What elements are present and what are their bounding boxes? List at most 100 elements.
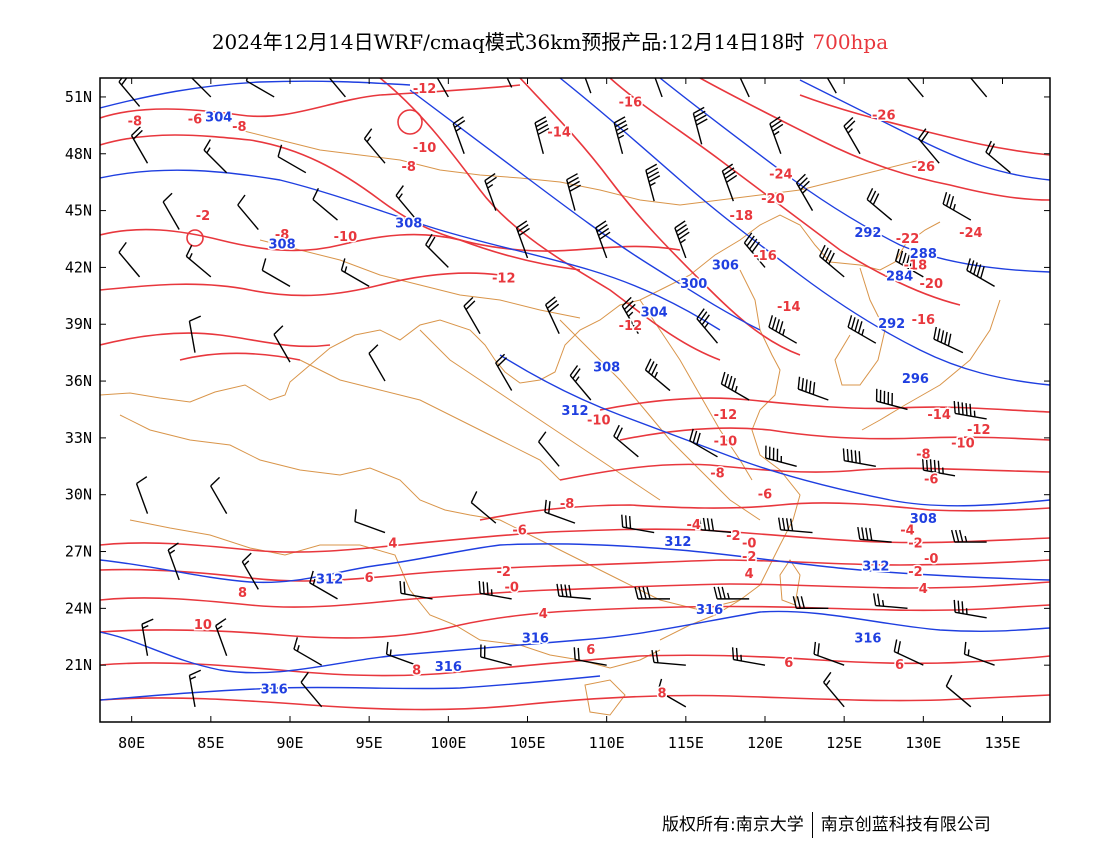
height-isolines	[100, 78, 1050, 701]
wind-barb	[545, 296, 560, 335]
province-line-4	[499, 519, 741, 611]
lat-label: 51N	[65, 88, 92, 106]
wind-barb	[918, 128, 940, 164]
temperature-label: 10	[194, 618, 212, 633]
japan-coast	[861, 299, 1001, 431]
lon-label: 120E	[747, 734, 783, 752]
province-line-1	[299, 359, 561, 481]
height-labels: 304 304 308 308 306 300 304 292 288 284 292 296 308 3…	[204, 78, 939, 699]
temperature-label: -2	[908, 565, 922, 580]
temperature-label: 6	[586, 643, 595, 658]
temperature-label: -8	[275, 228, 289, 243]
wind-barb	[241, 552, 259, 590]
temperature-label: -22	[896, 232, 920, 247]
taiwan-coast	[779, 559, 801, 606]
wind-barb	[613, 424, 639, 458]
height-label: 306	[712, 258, 739, 273]
wind-barb	[395, 185, 418, 221]
wind-barb	[698, 517, 734, 534]
wind-barb	[245, 78, 275, 98]
temperature-label: -2	[196, 209, 210, 224]
footer-separator	[811, 812, 813, 838]
temperature-label: -12	[619, 319, 643, 334]
wind-barb	[689, 428, 718, 458]
wind-barb	[573, 647, 607, 666]
wind-barb	[872, 593, 908, 610]
wind-barb	[966, 258, 995, 287]
wind-barb	[399, 580, 433, 600]
wind-barb	[696, 308, 719, 344]
temperature-label: 6	[784, 656, 793, 671]
mongolia-border	[239, 129, 921, 206]
temperature-label: -2	[497, 565, 511, 580]
wind-barb	[167, 542, 180, 581]
height-label: 316	[261, 683, 288, 698]
temperature-label: -10	[714, 434, 738, 449]
wind-barb	[857, 526, 892, 543]
lon-label: 80E	[118, 734, 145, 752]
temperature-label: -12	[413, 82, 437, 97]
temperature-label: -6	[758, 487, 772, 502]
latitude-axis: 21N 24N 27N 30N 33N 36N 39N 42N 45N 48N 51N	[65, 88, 1050, 674]
wind-barb	[743, 232, 766, 268]
temperature-label: -2	[726, 529, 740, 544]
temperature-label: -16	[912, 313, 936, 328]
wind-barb	[273, 325, 291, 363]
lat-label: 36N	[65, 372, 92, 390]
title-level: 700hpa	[812, 30, 889, 54]
boundaries	[100, 129, 1001, 716]
wind-barb	[470, 491, 497, 524]
wind-barb	[534, 116, 550, 154]
lat-label: 45N	[65, 202, 92, 220]
height-label: 292	[854, 226, 881, 241]
temperature-label: -0	[742, 537, 756, 552]
wind-barb	[969, 78, 988, 98]
wind-barb	[436, 78, 449, 98]
copyright-footer: 版权所有:南京大学 南京创蓝科技有限公司	[662, 810, 991, 838]
lat-label: 42N	[65, 258, 92, 276]
wind-barb	[797, 376, 829, 401]
wind-barb	[739, 78, 750, 98]
temperature-label: 6	[365, 571, 374, 586]
temperature-label: -10	[587, 414, 611, 429]
wind-barb	[463, 296, 481, 335]
wind-barb	[921, 457, 956, 477]
lat-label: 30N	[65, 486, 92, 504]
wind-barb	[942, 191, 972, 221]
lat-label: 27N	[65, 543, 92, 561]
temperature-label: -10	[951, 436, 975, 451]
temperature-label: -18	[730, 209, 754, 224]
height-label: 300	[680, 277, 707, 292]
province-line-6	[259, 239, 581, 319]
wind-barb	[713, 586, 750, 600]
temperature-label: -8	[710, 467, 724, 482]
lat-label: 48N	[65, 145, 92, 163]
wind-barb	[300, 671, 323, 708]
temperature-label: 6	[895, 658, 904, 673]
wind-barb	[847, 315, 877, 344]
lon-label: 95E	[356, 734, 383, 752]
temperature-label: -12	[714, 408, 738, 423]
wind-barb	[826, 78, 837, 94]
temperature-label: 4	[539, 607, 548, 622]
temperature-label: 8	[658, 686, 667, 701]
temperature-label: 4	[388, 537, 397, 552]
temperature-label: -20	[761, 192, 785, 207]
wind-barb	[651, 650, 686, 666]
lon-label: 135E	[984, 734, 1020, 752]
lon-label: 130E	[905, 734, 941, 752]
wind-barb	[945, 674, 972, 708]
longitude-axis: 80E 85E 90E 95E 100E 105E 110E 115E 120E 125E 130E…	[118, 78, 1021, 752]
wind-barb	[544, 499, 576, 524]
temperature-label: -8	[402, 160, 416, 175]
wind-barb	[765, 445, 797, 467]
lat-label: 33N	[65, 429, 92, 447]
temperature-labels: -12-8 -6-8-10-8-14-16-26-26-24-20-18-22 -2…	[126, 81, 992, 703]
wind-barb	[556, 583, 591, 600]
wind-barb	[731, 647, 766, 666]
temperature-label: -2	[742, 550, 756, 565]
height-label: 308	[269, 237, 296, 252]
wind-barb	[135, 476, 149, 514]
temperature-label: -26	[872, 109, 896, 124]
